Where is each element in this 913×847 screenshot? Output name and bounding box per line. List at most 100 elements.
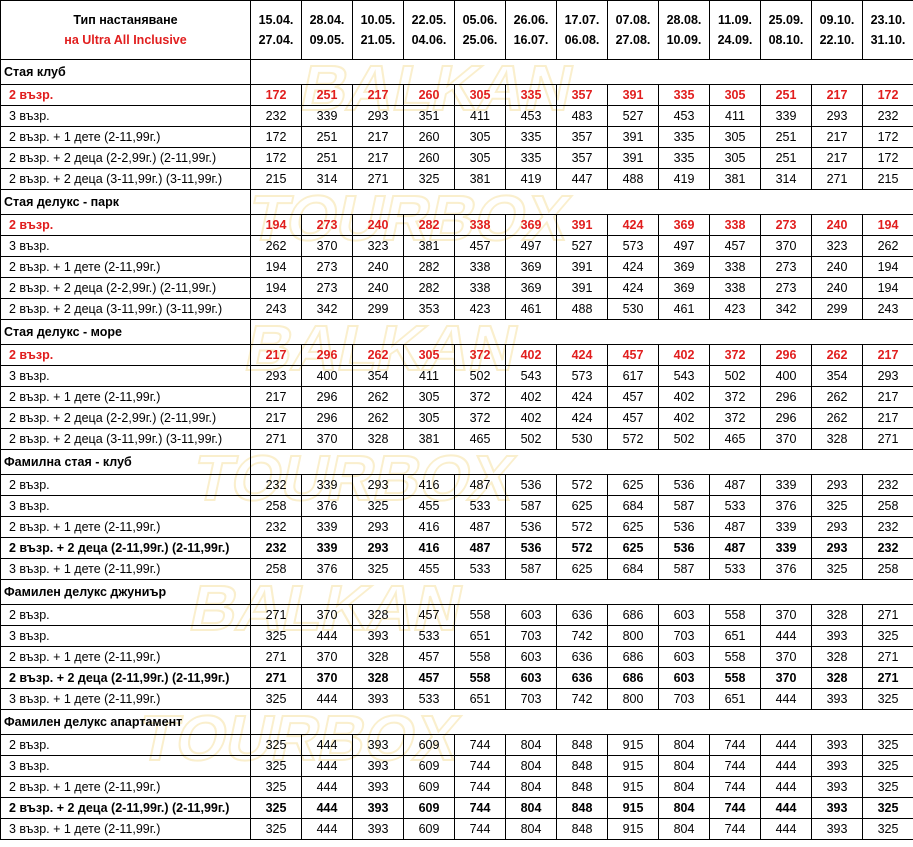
- price-cell: 342: [301, 298, 353, 320]
- occupancy-label: 2 възр. + 1 дете (2-11,99г.): [0, 256, 251, 278]
- occupancy-label: 2 възр. + 2 деца (2-11,99г.) (2-11,99г.): [0, 797, 251, 819]
- price-cell: 271: [862, 428, 913, 450]
- price-cell: 217: [352, 84, 404, 106]
- price-cell: 370: [301, 235, 353, 257]
- period-header-4: 22.05. 04.06.: [403, 0, 455, 60]
- price-cell: 587: [505, 558, 557, 580]
- section-spacer: [250, 189, 913, 215]
- price-cell: 558: [709, 604, 761, 626]
- price-cell: 651: [709, 688, 761, 710]
- price-cell: 215: [250, 168, 302, 190]
- price-cell: 293: [811, 537, 863, 559]
- period-header-9: 28.08. 10.09.: [658, 0, 710, 60]
- price-cell: 444: [760, 688, 812, 710]
- price-cell: 402: [505, 344, 557, 366]
- price-cell: 423: [709, 298, 761, 320]
- price-cell: 804: [658, 734, 710, 756]
- price-cell: 391: [556, 256, 608, 278]
- price-cell: 703: [505, 688, 557, 710]
- period-from: 26.06.: [513, 13, 549, 27]
- period-header-13: 23.10. 31.10.: [862, 0, 913, 60]
- header-row: Тип настаняване на Ultra All Inclusive 1…: [0, 0, 913, 60]
- period-from: 23.10.: [870, 13, 906, 27]
- occupancy-label: 3 възр.: [0, 235, 251, 257]
- price-cell: 271: [811, 168, 863, 190]
- price-cell: 335: [658, 126, 710, 148]
- price-cell: 804: [505, 818, 557, 840]
- table-row: 3 възр. 262 370 323 381 457 497 527 573 497 457 370…: [0, 235, 913, 257]
- price-cell: 172: [250, 147, 302, 169]
- price-cell: 314: [760, 168, 812, 190]
- price-cell: 172: [250, 84, 302, 106]
- price-cell: 339: [301, 516, 353, 538]
- price-cell: 217: [862, 344, 913, 366]
- price-cell: 381: [709, 168, 761, 190]
- price-cell: 804: [505, 734, 557, 756]
- price-cell: 370: [760, 428, 812, 450]
- occupancy-label: 3 възр.: [0, 495, 251, 517]
- price-cell: 530: [607, 298, 659, 320]
- occupancy-label: 2 възр.: [0, 604, 251, 626]
- price-cell: 258: [862, 495, 913, 517]
- period-from: 09.10.: [819, 13, 855, 27]
- price-cell: 502: [454, 365, 506, 387]
- price-cell: 744: [709, 734, 761, 756]
- price-cell: 258: [250, 558, 302, 580]
- price-cell: 262: [811, 386, 863, 408]
- table-row: 2 възр. + 1 дете (2-11,99г.) 194 273 240 282…: [0, 256, 913, 278]
- price-cell: 424: [607, 277, 659, 299]
- price-cell: 271: [250, 667, 302, 689]
- price-cell: 609: [403, 755, 455, 777]
- price-cell: 258: [862, 558, 913, 580]
- price-cell: 217: [811, 126, 863, 148]
- occupancy-label: 2 възр. + 2 деца (2-2,99г.) (2-11,99г.): [0, 277, 251, 299]
- price-cell: 393: [811, 734, 863, 756]
- price-cell: 487: [709, 474, 761, 496]
- price-cell: 804: [658, 776, 710, 798]
- price-cell: 328: [352, 428, 404, 450]
- price-cell: 381: [454, 168, 506, 190]
- price-cell: 271: [352, 168, 404, 190]
- section-title: Фамилен делукс джуниър: [0, 579, 251, 605]
- price-cell: 393: [352, 818, 404, 840]
- price-cell: 262: [811, 407, 863, 429]
- price-cell: 533: [709, 495, 761, 517]
- price-cell: 804: [658, 797, 710, 819]
- price-cell: 325: [862, 688, 913, 710]
- price-cell: 335: [505, 126, 557, 148]
- price-cell: 299: [811, 298, 863, 320]
- price-cell: 260: [403, 147, 455, 169]
- price-cell: 339: [301, 537, 353, 559]
- price-cell: 372: [709, 344, 761, 366]
- price-cell: 271: [862, 604, 913, 626]
- price-cell: 271: [250, 604, 302, 626]
- price-cell: 625: [556, 495, 608, 517]
- price-cell: 457: [607, 386, 659, 408]
- price-cell: 424: [607, 256, 659, 278]
- price-cell: 393: [352, 776, 404, 798]
- price-cell: 391: [607, 84, 659, 106]
- price-cell: 335: [658, 84, 710, 106]
- price-cell: 339: [760, 516, 812, 538]
- price-cell: 251: [760, 126, 812, 148]
- board-type-label: на Ultra All Inclusive: [64, 33, 187, 47]
- price-cell: 603: [505, 667, 557, 689]
- section-title: Стая делукс - парк: [0, 189, 251, 215]
- price-cell: 217: [811, 147, 863, 169]
- price-cell: 488: [607, 168, 659, 190]
- table-row: 3 възр. + 1 дете (2-11,99г.) 325 444 393 609…: [0, 818, 913, 840]
- price-cell: 400: [760, 365, 812, 387]
- price-cell: 296: [301, 344, 353, 366]
- price-cell: 262: [352, 407, 404, 429]
- table-row: 3 възр. + 1 дете (2-11,99г.) 325 444 393 533…: [0, 688, 913, 710]
- price-cell: 376: [760, 558, 812, 580]
- price-cell: 587: [658, 558, 710, 580]
- price-cell: 483: [556, 105, 608, 127]
- price-cell: 293: [250, 365, 302, 387]
- price-cell: 232: [250, 516, 302, 538]
- price-cell: 339: [301, 105, 353, 127]
- price-cell: 744: [454, 818, 506, 840]
- price-cell: 217: [250, 407, 302, 429]
